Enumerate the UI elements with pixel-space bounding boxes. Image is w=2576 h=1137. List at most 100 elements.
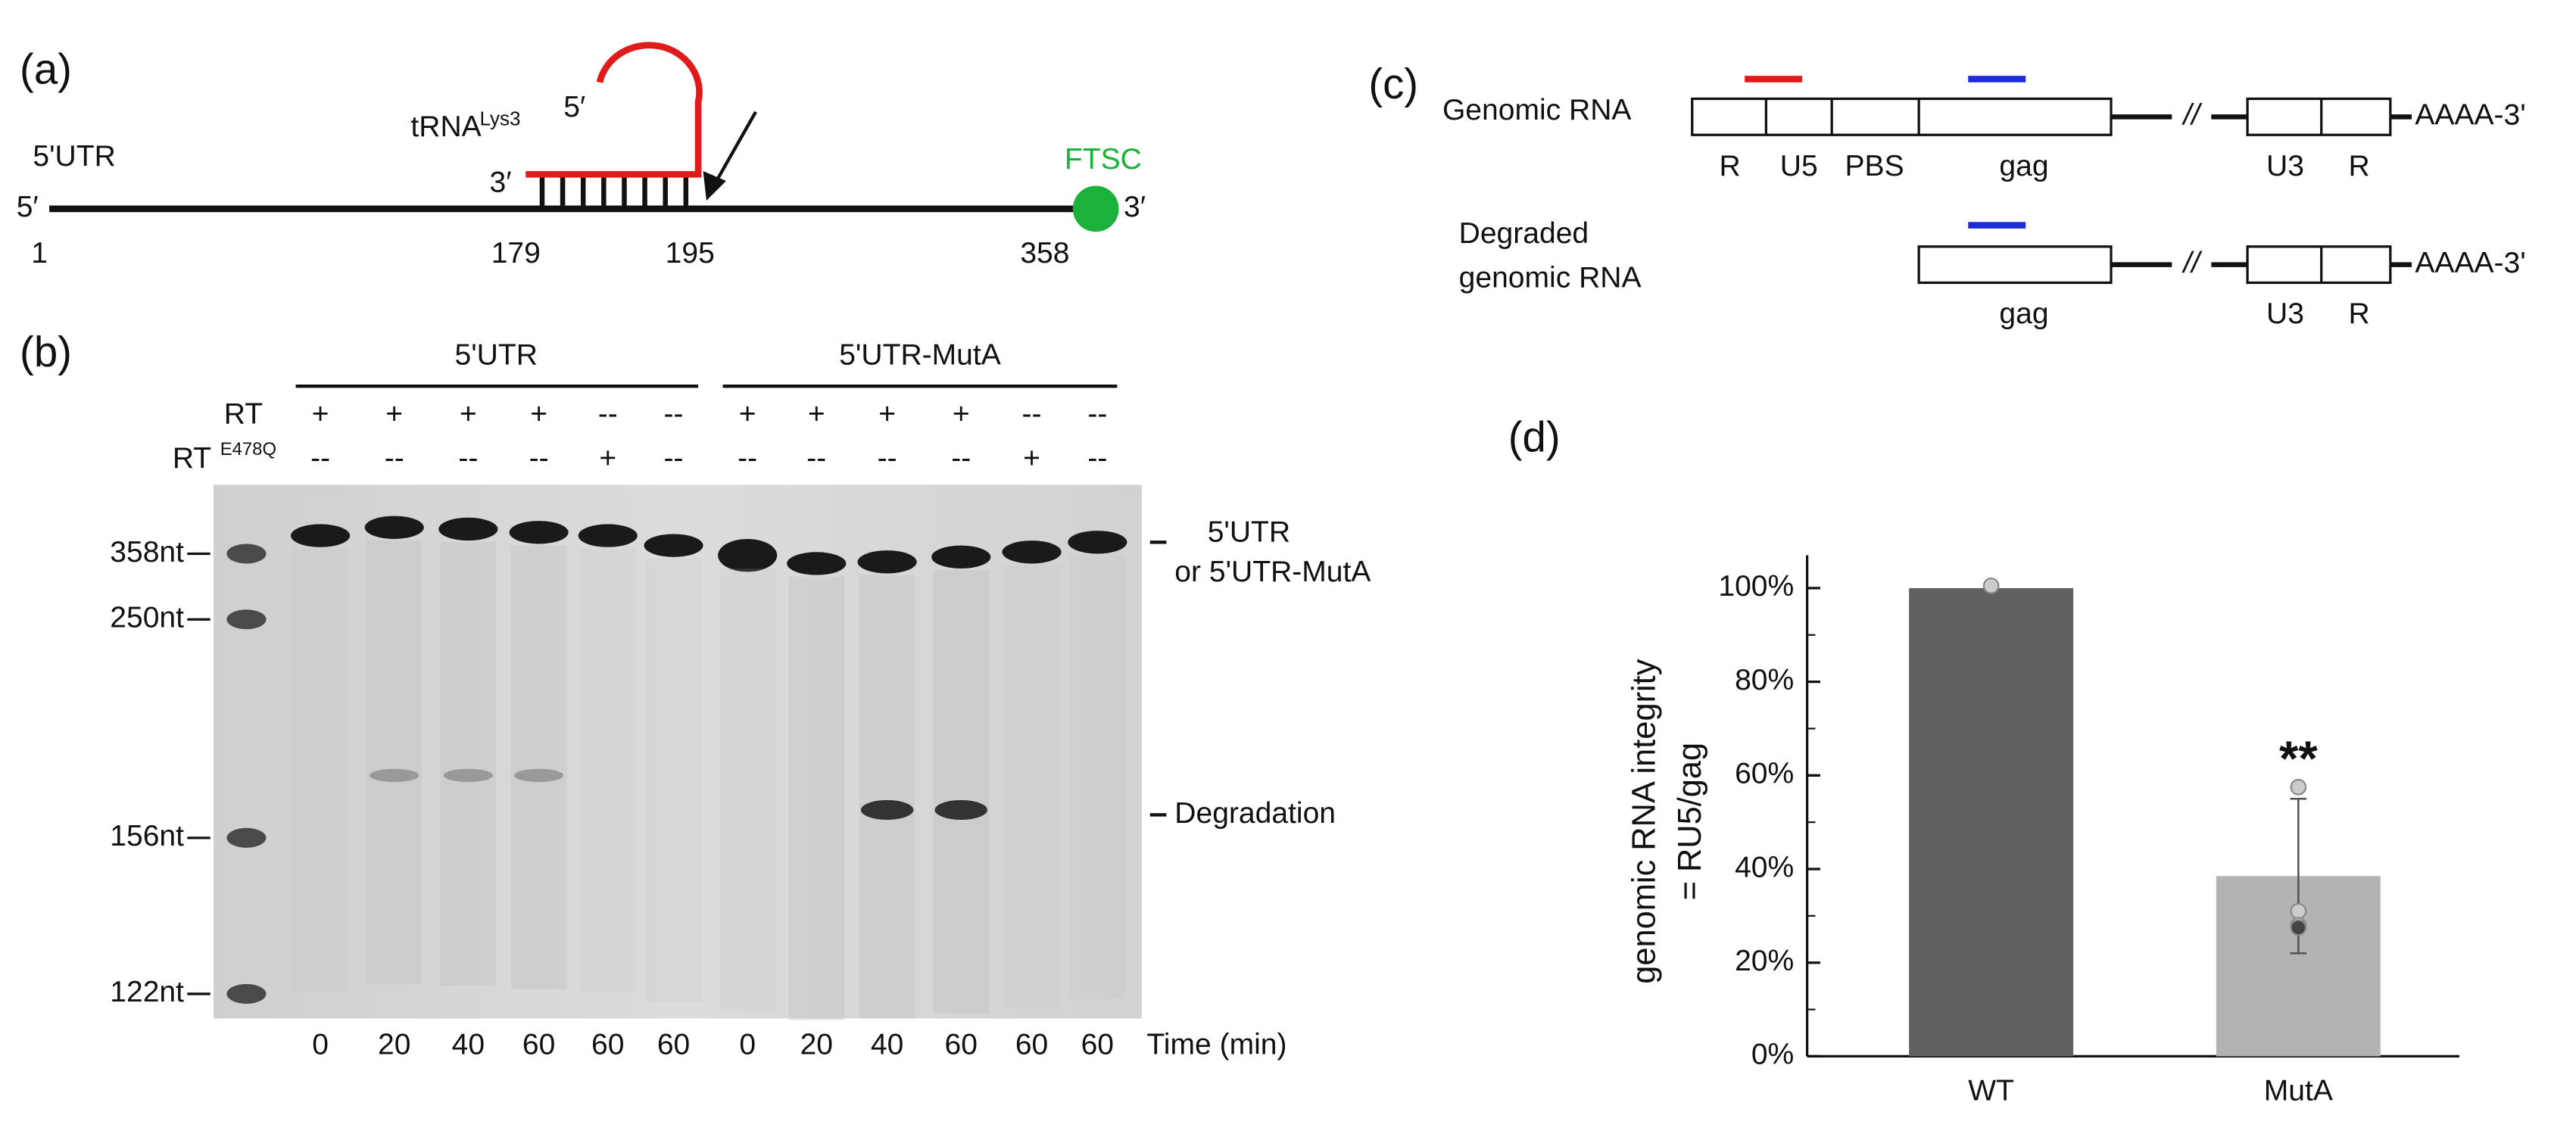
rt-sign: + xyxy=(530,398,547,431)
main-band xyxy=(931,545,991,568)
lane-smear xyxy=(1003,565,1060,1009)
marker-band xyxy=(226,983,267,1004)
utr-label: 5'UTR xyxy=(33,140,115,173)
x-tick-label: WT xyxy=(1968,1074,2014,1107)
rna-name: Degraded xyxy=(1459,217,1589,250)
band-label: 5'UTR xyxy=(1208,516,1290,549)
arrow-head xyxy=(703,170,726,201)
segment: U3 xyxy=(2266,297,2304,330)
marker-label: 250nt xyxy=(110,602,184,634)
y-tick-label: 20% xyxy=(1735,945,1794,977)
rt-mut-sign: -- xyxy=(1087,442,1107,475)
y-tick-label: 40% xyxy=(1735,851,1794,883)
segment: R xyxy=(2349,297,2370,330)
data-point xyxy=(1982,577,2000,594)
lane-smear xyxy=(859,575,915,1019)
group-label: 5'UTR-MutA xyxy=(839,338,1001,371)
rt-mut-sign: -- xyxy=(529,442,549,475)
time: 0 xyxy=(312,1029,329,1061)
degradation-band xyxy=(934,799,987,820)
rt-mut-sign: -- xyxy=(738,442,757,475)
rna-name: Genomic RNA xyxy=(1442,94,1632,126)
position: 1 xyxy=(31,237,48,269)
group-label: 5'UTR xyxy=(455,338,538,371)
marker-band xyxy=(226,544,267,564)
lane-smear xyxy=(440,542,497,986)
marker-label: 122nt xyxy=(110,976,184,1008)
lane-smear xyxy=(645,558,702,1002)
rt-sign: + xyxy=(953,398,970,431)
main-band xyxy=(857,550,917,574)
end-label: 5′ xyxy=(17,191,39,223)
arrow xyxy=(713,111,757,185)
time: 60 xyxy=(1081,1029,1114,1061)
time: 60 xyxy=(522,1029,555,1061)
lane-smear xyxy=(366,540,423,984)
rt-mut-sign: -- xyxy=(458,442,478,475)
main-band xyxy=(644,534,703,557)
gel-bands xyxy=(226,516,1127,1020)
degradation-band xyxy=(370,768,419,783)
rt-sign: + xyxy=(385,398,403,431)
degradation-band xyxy=(443,768,493,783)
rt-sign: -- xyxy=(664,398,684,431)
degradation-band xyxy=(514,768,564,783)
main-band xyxy=(1068,531,1127,554)
rt-mut-sign: + xyxy=(1023,442,1040,475)
time: 60 xyxy=(591,1029,624,1061)
data-point xyxy=(2290,919,2307,936)
trna-label: tRNA xyxy=(410,111,481,143)
time: 0 xyxy=(739,1029,756,1061)
panel-label: (b) xyxy=(20,328,72,375)
break: // xyxy=(2181,247,2203,279)
time: 40 xyxy=(871,1029,903,1061)
trna-end: 5′ xyxy=(563,91,585,123)
ftsc-dot xyxy=(1072,185,1119,232)
rt-mut-sign: -- xyxy=(385,442,404,475)
segment: PBS xyxy=(1845,150,1904,182)
trna-end: 3′ xyxy=(490,167,512,199)
marker-label: 156nt xyxy=(110,820,184,852)
y-tick-label: 100% xyxy=(1718,570,1794,603)
position: 195 xyxy=(666,237,715,269)
rt-sign: + xyxy=(878,398,896,431)
genome-boxes xyxy=(1691,97,2412,285)
lane-smear xyxy=(579,548,636,992)
time-label: Time (min) xyxy=(1146,1029,1286,1061)
panel-label: (d) xyxy=(1508,413,1561,461)
time: 60 xyxy=(945,1029,978,1061)
lane-smear xyxy=(788,576,845,1020)
lane-smear xyxy=(933,570,990,1014)
y-tick-label: 60% xyxy=(1735,758,1794,790)
segment: R xyxy=(2349,150,2370,182)
band-label: or 5'UTR-MutA xyxy=(1174,556,1371,588)
main-band xyxy=(438,517,498,541)
rt-sign: -- xyxy=(1022,398,1042,431)
tail: AAAA-3' xyxy=(2415,247,2525,279)
trna-sup: Lys3 xyxy=(480,107,521,130)
main-band xyxy=(787,552,847,575)
main-band xyxy=(1002,540,1062,564)
y-tick-label: 80% xyxy=(1735,664,1794,696)
segment: U5 xyxy=(1780,150,1818,182)
rt-mut-sign: + xyxy=(599,442,616,475)
y-axis-label: = RU5/gag xyxy=(1672,743,1708,901)
rt-sign: + xyxy=(460,398,477,431)
time: 20 xyxy=(378,1029,410,1061)
marker-band xyxy=(226,609,267,630)
end-label: 3′ xyxy=(1124,191,1146,223)
base-pairs xyxy=(539,174,689,207)
position: 358 xyxy=(1020,237,1069,269)
lane-smear xyxy=(292,548,348,992)
marker-band xyxy=(226,827,267,848)
main-band xyxy=(509,521,569,544)
rt-sign: -- xyxy=(598,398,618,431)
break: // xyxy=(2181,99,2203,132)
gel xyxy=(214,484,1142,1019)
data-point xyxy=(2290,778,2307,796)
band-label: Degradation xyxy=(1174,797,1336,830)
data-point xyxy=(2290,902,2307,920)
time: 60 xyxy=(1015,1029,1048,1061)
time: 40 xyxy=(452,1029,485,1061)
